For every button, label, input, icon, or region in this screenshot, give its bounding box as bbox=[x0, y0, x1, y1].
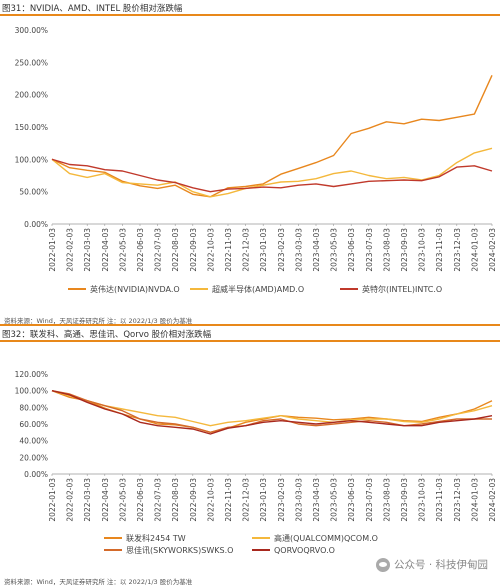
wechat-icon bbox=[375, 557, 390, 572]
y-tick-label: 250.00% bbox=[15, 58, 48, 67]
x-tick-label: 2023-01-03 bbox=[259, 478, 268, 522]
y-tick-label: 50.00% bbox=[19, 188, 48, 197]
x-tick-label: 2022-10-03 bbox=[206, 478, 215, 522]
x-tick-label: 2022-06-03 bbox=[136, 478, 145, 522]
figure-31-chart: 0.00% 50.00% 100.00% 150.00% 200.00% 250.00% 3… bbox=[15, 26, 497, 294]
x-tick-label: 2024-02-03 bbox=[488, 228, 497, 272]
x-tick-label: 2024-01-03 bbox=[470, 478, 479, 522]
x-tick-label: 2023-07-03 bbox=[365, 478, 374, 522]
y-tick-label: 200.00% bbox=[15, 91, 48, 100]
legend-label: 超威半导体(AMD)AMD.O bbox=[212, 284, 304, 294]
x-tick-label: 2023-04-03 bbox=[312, 228, 321, 272]
x-tick-label: 2023-06-03 bbox=[347, 478, 356, 522]
series-line-3 bbox=[51, 390, 492, 434]
x-tick-label: 2022-06-03 bbox=[136, 228, 145, 272]
y-tick-label: 20.00% bbox=[19, 453, 48, 462]
x-tick-label: 2022-08-03 bbox=[171, 228, 180, 272]
x-tick-label: 2022-01-03 bbox=[48, 478, 57, 522]
x-tick-label: 2023-06-03 bbox=[347, 228, 356, 272]
x-tick-label: 2022-02-03 bbox=[66, 478, 75, 522]
y-tick-label: 40.00% bbox=[19, 437, 48, 446]
x-tick-label: 2023-01-03 bbox=[259, 228, 268, 272]
figure-32-chart: 0.00% 20.00% 40.00% 60.00% 80.00% 100.00% 120.… bbox=[15, 370, 497, 555]
y-tick-label: 100.00% bbox=[15, 155, 48, 164]
legend-label: 高通(QUALCOMM)QCOM.O bbox=[274, 533, 378, 543]
x-tick-label: 2023-12-03 bbox=[453, 228, 462, 272]
x-tick-label: 2022-12-03 bbox=[242, 478, 251, 522]
x-tick-label: 2022-02-03 bbox=[66, 228, 75, 272]
legend-label: 联发科2454 TW bbox=[126, 533, 186, 543]
figure-32-top-rule bbox=[0, 340, 500, 342]
x-tick-label: 2022-01-03 bbox=[48, 228, 57, 272]
y-tick-label: 120.00% bbox=[15, 370, 48, 379]
series-line-1 bbox=[51, 390, 493, 434]
x-tick-label: 2023-02-03 bbox=[277, 228, 286, 272]
y-tick-label: 100.00% bbox=[15, 387, 48, 396]
x-tick-label: 2022-08-03 bbox=[171, 478, 180, 522]
x-tick-label: 2022-05-03 bbox=[118, 228, 127, 272]
x-tick-label: 2022-11-03 bbox=[224, 478, 233, 522]
watermark: 公众号 · 科技伊甸园 bbox=[375, 557, 488, 572]
y-tick-label: 150.00% bbox=[15, 123, 48, 132]
figure-31-top-rule bbox=[0, 14, 500, 16]
x-tick-label: 2024-02-03 bbox=[488, 478, 497, 522]
x-tick-label: 2022-11-03 bbox=[224, 228, 233, 272]
x-tick-label: 2022-04-03 bbox=[101, 478, 110, 522]
x-tick-label: 2023-05-03 bbox=[330, 228, 339, 272]
y-tick-label: 60.00% bbox=[19, 420, 48, 429]
x-tick-label: 2024-01-03 bbox=[470, 228, 479, 272]
x-tick-label: 2022-10-03 bbox=[206, 228, 215, 272]
x-tick-label: 2023-02-03 bbox=[277, 478, 286, 522]
x-tick-label: 2022-07-03 bbox=[154, 478, 163, 522]
legend-label: 英伟达(NVIDIA)NVDA.O bbox=[90, 284, 180, 294]
figure-32-source-note: 资料来源：Wind，天风证券研究所 注：以 2022/1/3 股价为基准 bbox=[4, 578, 193, 586]
series-line-2 bbox=[51, 147, 493, 198]
x-tick-label: 2023-05-03 bbox=[330, 478, 339, 522]
series-line-1 bbox=[51, 75, 493, 198]
x-tick-label: 2023-10-03 bbox=[418, 228, 427, 272]
x-tick-label: 2023-08-03 bbox=[382, 228, 391, 272]
x-tick-label: 2023-12-03 bbox=[453, 478, 462, 522]
x-tick-label: 2023-11-03 bbox=[435, 228, 444, 272]
x-tick-label: 2022-05-03 bbox=[118, 478, 127, 522]
x-tick-label: 2023-04-03 bbox=[312, 478, 321, 522]
x-tick-label: 2023-03-03 bbox=[294, 478, 303, 522]
series-line-2 bbox=[51, 390, 493, 427]
figure-31-title: 图31：NVIDIA、AMD、INTEL 股价相对涨跌幅 bbox=[2, 4, 183, 14]
x-tick-label: 2022-12-03 bbox=[242, 228, 251, 272]
y-tick-label: 80.00% bbox=[19, 403, 48, 412]
x-tick-label: 2023-10-03 bbox=[418, 478, 427, 522]
figure-31-source-note: 资料来源：Wind，天风证券研究所 注：以 2022/1/3 股价为基准 bbox=[4, 317, 193, 325]
x-tick-label: 2023-11-03 bbox=[435, 478, 444, 522]
series-line-3 bbox=[51, 158, 493, 193]
legend-label: QORVOQRVO.O bbox=[274, 546, 335, 555]
y-tick-label: 300.00% bbox=[15, 26, 48, 35]
figure-32-title: 图32：联发科、高通、思佳讯、Qorvo 股价相对涨跌幅 bbox=[2, 330, 212, 340]
series-line-4 bbox=[51, 390, 493, 435]
legend-label: 英特尔(INTEL)INTC.O bbox=[362, 284, 442, 294]
figure-31-bottom-rule bbox=[0, 324, 500, 326]
x-tick-label: 2023-03-03 bbox=[294, 228, 303, 272]
x-tick-label: 2023-08-03 bbox=[382, 478, 391, 522]
x-tick-label: 2022-03-03 bbox=[83, 228, 92, 272]
y-tick-label: 0.00% bbox=[24, 470, 48, 479]
legend-label: 思佳讯(SKYWORKS)SWKS.O bbox=[126, 545, 233, 555]
x-tick-label: 2022-03-03 bbox=[83, 478, 92, 522]
x-tick-label: 2022-07-03 bbox=[154, 228, 163, 272]
x-tick-label: 2023-07-03 bbox=[365, 228, 374, 272]
y-tick-label: 0.00% bbox=[24, 220, 48, 229]
watermark-text: 公众号 · 科技伊甸园 bbox=[393, 559, 488, 571]
x-tick-label: 2022-04-03 bbox=[101, 228, 110, 272]
x-tick-label: 2022-09-03 bbox=[189, 228, 198, 272]
x-tick-label: 2023-09-03 bbox=[400, 478, 409, 522]
x-tick-label: 2022-09-03 bbox=[189, 478, 198, 522]
x-tick-label: 2023-09-03 bbox=[400, 228, 409, 272]
